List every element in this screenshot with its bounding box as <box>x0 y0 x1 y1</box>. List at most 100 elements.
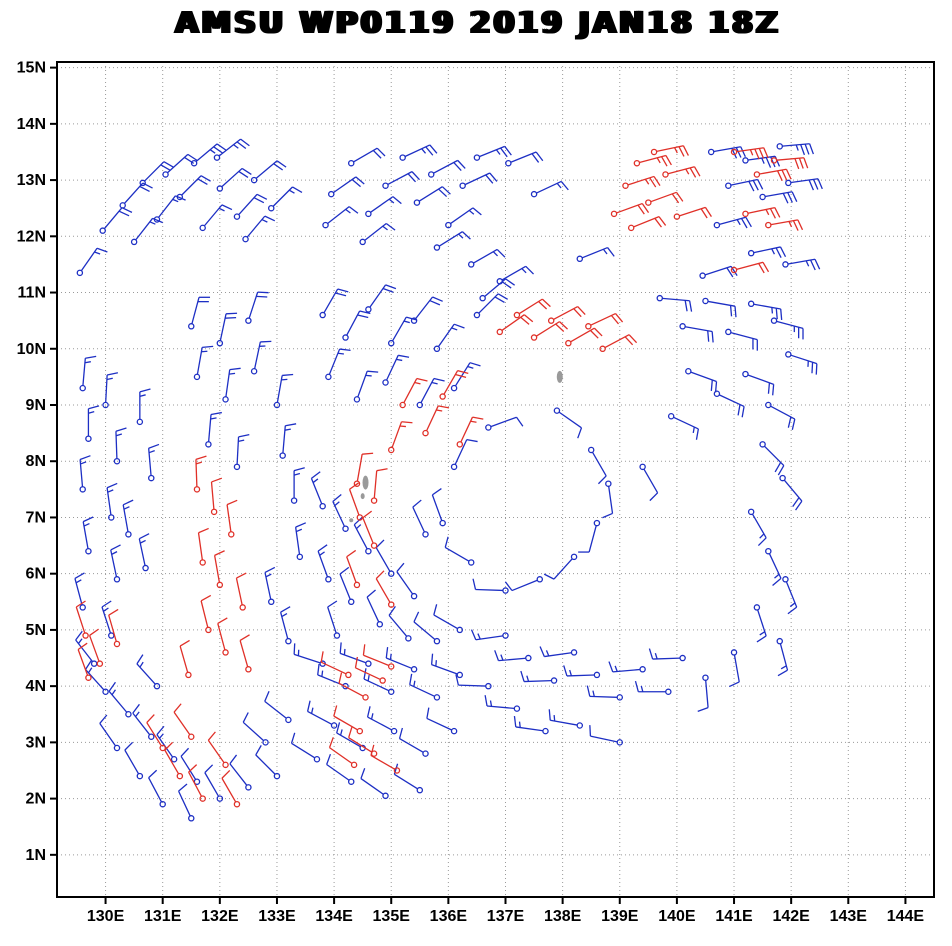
wind-barb-feather <box>500 147 508 158</box>
wind-barb-staff <box>399 738 424 753</box>
wind-barb-half-feather <box>319 551 325 556</box>
wind-barb-station <box>616 739 624 746</box>
wind-barb-feather <box>293 467 305 472</box>
wind-barb-station <box>262 739 269 746</box>
wind-barb-half-feather <box>209 149 216 154</box>
wind-barb-station <box>565 339 572 347</box>
wind-barb-feather <box>817 178 823 190</box>
x-tick-label: 138E <box>544 908 582 925</box>
y-tick-label: 6N <box>26 566 46 583</box>
wind-barb-station <box>136 772 144 780</box>
wind-barb-feather <box>615 313 624 323</box>
wind-barb-feather <box>758 148 765 159</box>
wind-barb-station <box>327 190 335 198</box>
wind-barb-station <box>353 581 361 589</box>
wind-barb-station <box>576 722 584 729</box>
wind-barb-staff <box>779 643 789 671</box>
wind-barb-feather <box>108 608 119 616</box>
wind-barb-staff <box>144 161 165 182</box>
wind-barb-staff <box>221 777 237 803</box>
wind-barb-feather <box>425 146 434 156</box>
wind-barb-feather <box>520 670 525 682</box>
wind-barb-staff <box>553 305 578 321</box>
wind-barb-staff <box>418 186 443 202</box>
y-tick-label: 8N <box>26 453 46 470</box>
wind-barb-feather <box>543 573 555 580</box>
wind-barb-feather <box>84 659 93 670</box>
wind-barb-station <box>456 671 464 679</box>
wind-barb-station <box>456 441 464 448</box>
wind-barb-staff <box>656 145 684 153</box>
wind-barb-station <box>433 244 441 251</box>
wind-barb-staff <box>254 341 261 369</box>
wind-barb-staff <box>122 504 129 532</box>
wind-barb-feather <box>359 310 371 315</box>
wind-barb-staff <box>291 742 316 759</box>
wind-barb-staff <box>643 468 659 494</box>
wind-barb-half-feather <box>431 381 438 385</box>
wind-barb-feather <box>99 714 108 724</box>
wind-barb-staff <box>238 193 258 216</box>
wind-barb-feather <box>700 208 708 219</box>
wind-barb-feather <box>628 334 638 344</box>
wind-barb-feather <box>777 465 785 476</box>
wind-barb-feather <box>385 647 389 659</box>
wind-barb-staff <box>195 459 198 487</box>
wind-barb-station <box>162 171 169 178</box>
wind-barb-feather <box>339 642 342 654</box>
wind-barb-half-feather <box>421 148 427 154</box>
wind-barb-half-feather <box>75 579 82 584</box>
wind-barb-half-feather <box>139 394 146 397</box>
wind-barb-staff <box>255 160 278 179</box>
wind-barb-half-feather <box>149 221 156 225</box>
wind-barb-feather <box>472 578 477 590</box>
wind-barb-staff <box>616 202 643 214</box>
wind-barb-staff <box>110 549 118 577</box>
wind-barb-staff <box>363 654 390 667</box>
wind-barb-staff <box>367 716 393 731</box>
y-tick-label: 5N <box>26 622 46 639</box>
wind-barb-feather <box>539 646 545 657</box>
wind-barb-station <box>370 497 378 504</box>
wind-barb-station <box>656 294 664 302</box>
wind-barb-feather <box>815 363 818 375</box>
wind-barb-station <box>387 688 395 696</box>
wind-barb-feather <box>416 377 428 382</box>
wind-barb-staff <box>332 176 357 194</box>
chart-title: AMSU WP0119 2019 JAN18 18Z <box>0 6 952 41</box>
wind-barb-station <box>570 649 578 656</box>
wind-barb-feather <box>791 418 796 430</box>
wind-barb-feather <box>202 345 214 348</box>
wind-barb-feather <box>256 193 268 200</box>
wind-barb-feather <box>531 153 540 163</box>
wind-barb-station <box>536 576 544 583</box>
wind-barb-staff <box>518 298 543 315</box>
wind-barb-half-feather <box>107 489 114 493</box>
wind-barb-station <box>650 148 658 156</box>
wind-barb-feather <box>257 291 269 294</box>
wind-barb-station <box>422 750 429 757</box>
wind-barb-staff <box>570 327 595 343</box>
wind-barb-half-feather <box>640 685 644 692</box>
wind-barb-feather <box>455 373 467 378</box>
wind-barb-station <box>379 677 386 684</box>
wind-barb-feather <box>589 329 599 339</box>
wind-barb-staff <box>763 445 785 467</box>
wind-barb-staff <box>590 313 616 326</box>
wind-barb-station <box>730 649 738 656</box>
wind-barb-feather <box>472 207 482 216</box>
wind-barb-feather <box>146 714 155 723</box>
wind-barb-half-feather <box>83 522 90 527</box>
wind-barb-feather <box>577 306 586 316</box>
wind-barb-staff <box>82 521 89 549</box>
wind-barb-station <box>268 598 275 606</box>
wind-barb-feather <box>433 377 445 382</box>
wind-barb-station <box>433 637 441 645</box>
wind-barb-staff <box>239 640 249 667</box>
wind-barb-station <box>370 542 378 549</box>
x-tick-label: 133E <box>258 908 296 925</box>
wind-barb-feather <box>589 725 592 737</box>
wind-barb-station <box>319 502 326 510</box>
wind-barb-station <box>233 213 241 220</box>
wind-barb-feather <box>777 669 788 677</box>
